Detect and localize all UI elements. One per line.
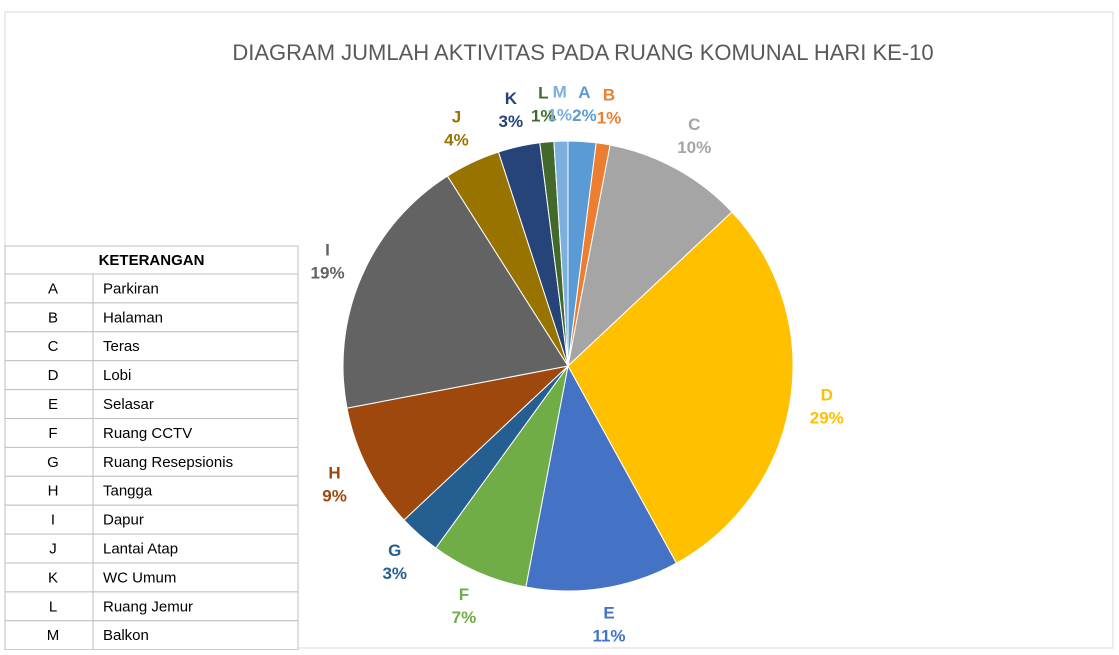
table-letter: F xyxy=(48,425,57,442)
table-name: Parkiran xyxy=(103,280,159,297)
table-letter: K xyxy=(48,569,58,586)
table-name: Ruang CCTV xyxy=(103,425,192,442)
slice-value-label: 4% xyxy=(444,130,469,149)
slice-category-label: H xyxy=(328,463,340,482)
table-letter: J xyxy=(49,541,57,558)
slice-category-label: F xyxy=(459,585,469,604)
slice-value-label: 3% xyxy=(499,112,524,131)
table-letter: L xyxy=(49,598,57,615)
pie-slice xyxy=(553,140,569,367)
table-cell xyxy=(4,273,94,304)
table-name: Lantai Atap xyxy=(103,541,178,558)
table-name: Balkon xyxy=(103,627,149,644)
slice-category-label: L xyxy=(538,84,548,103)
pie-slice xyxy=(525,364,678,592)
slice-category-label: D xyxy=(821,385,833,404)
table-letter: M xyxy=(47,627,60,644)
table-name: Teras xyxy=(103,338,140,355)
chart-title: DIAGRAM JUMLAH AKTIVITAS PADA RUANG KOMU… xyxy=(232,40,933,65)
table-letter: E xyxy=(48,396,58,413)
table-cell xyxy=(4,562,94,593)
slice-category-label: C xyxy=(688,115,700,134)
table-letter: C xyxy=(48,338,59,355)
table-letter: D xyxy=(48,367,59,384)
table-cell xyxy=(92,360,299,391)
slice-category-label: B xyxy=(603,86,615,105)
slice-value-label: 1% xyxy=(531,107,556,126)
slice-value-label: 1% xyxy=(597,109,622,128)
table-cell xyxy=(92,562,299,593)
table-name: Ruang Resepsionis xyxy=(103,454,233,471)
slice-value-label: 2% xyxy=(572,106,597,125)
pie-slice xyxy=(567,144,733,368)
slice-value-label: 19% xyxy=(311,263,345,282)
table-header-cell xyxy=(4,245,299,275)
slice-category-label: G xyxy=(388,541,401,560)
table-name: Lobi xyxy=(103,367,131,384)
table-cell xyxy=(92,389,299,420)
table-cell xyxy=(4,533,94,564)
slice-category-label: K xyxy=(505,89,518,108)
table-cell xyxy=(92,475,299,506)
slice-category-label: E xyxy=(603,603,614,622)
table-name: Ruang Jemur xyxy=(103,598,193,615)
table-cell xyxy=(92,302,299,333)
slice-value-label: 29% xyxy=(810,408,844,427)
table-name: Selasar xyxy=(103,396,154,413)
slice-value-label: 10% xyxy=(677,138,711,157)
table-letter: H xyxy=(48,483,59,500)
table-cell xyxy=(92,273,299,304)
slice-value-label: 1% xyxy=(547,106,572,125)
slice-category-label: J xyxy=(452,107,461,126)
table-name: Halaman xyxy=(103,309,163,326)
table-cell xyxy=(92,620,299,651)
table-cell xyxy=(92,418,299,448)
slice-value-label: 7% xyxy=(452,608,477,627)
table-name: Dapur xyxy=(103,512,144,529)
table-letter: A xyxy=(48,280,58,297)
slice-category-label: M xyxy=(553,83,567,102)
pie-slice xyxy=(567,211,794,564)
pie-slice xyxy=(346,365,570,521)
table-cell xyxy=(4,418,94,448)
pie-slice xyxy=(342,175,569,409)
slice-value-label: 11% xyxy=(592,626,625,645)
table-cell xyxy=(92,504,299,535)
table-title: KETERANGAN xyxy=(99,252,205,269)
slice-value-label: 3% xyxy=(382,564,407,583)
table-cell xyxy=(4,302,94,333)
slice-category-label: I xyxy=(325,240,330,259)
table-cell xyxy=(92,591,299,622)
table-letter: B xyxy=(48,309,58,326)
table-cell xyxy=(92,533,299,564)
table-cell xyxy=(92,331,299,362)
table-cell xyxy=(92,446,299,477)
table-letter: G xyxy=(47,454,59,471)
table-name: Tangga xyxy=(103,483,153,500)
table-cell xyxy=(4,504,94,535)
table-name: WC Umum xyxy=(103,569,176,586)
slice-category-label: A xyxy=(578,83,590,102)
slice-value-label: 9% xyxy=(322,486,347,505)
table-letter: I xyxy=(51,512,55,529)
